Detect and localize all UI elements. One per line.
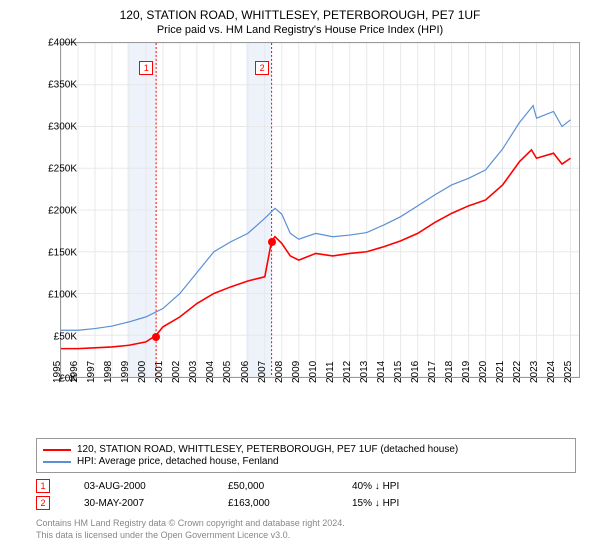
marker-row: 1 03-AUG-2000 £50,000 40% ↓ HPI	[36, 479, 576, 493]
marker-delta: 15% ↓ HPI	[352, 498, 442, 509]
legend-item: HPI: Average price, detached house, Fenl…	[43, 456, 569, 467]
x-axis-tick: 2015	[393, 361, 404, 383]
x-axis-tick: 2022	[512, 361, 523, 383]
x-axis-tick: 2019	[461, 361, 472, 383]
x-axis-tick: 2004	[205, 361, 216, 383]
x-axis-tick: 2013	[359, 361, 370, 383]
x-axis-tick: 2014	[376, 361, 387, 383]
x-axis-tick: 2003	[188, 361, 199, 383]
marker-date: 30-MAY-2007	[84, 498, 194, 509]
chart-subtitle: Price paid vs. HM Land Registry's House …	[0, 22, 600, 42]
legend-swatch	[43, 461, 71, 463]
y-axis-tick: £100K	[25, 290, 77, 301]
marker-row: 2 30-MAY-2007 £163,000 15% ↓ HPI	[36, 496, 576, 510]
x-axis-tick: 2017	[427, 361, 438, 383]
y-axis-tick: £50K	[25, 332, 77, 343]
x-axis-tick: 2001	[154, 361, 165, 383]
chart-title: 120, STATION ROAD, WHITTLESEY, PETERBORO…	[0, 0, 600, 22]
x-axis-tick: 2023	[529, 361, 540, 383]
x-axis-tick: 2006	[240, 361, 251, 383]
footer: Contains HM Land Registry data © Crown c…	[36, 518, 576, 541]
y-axis-tick: £150K	[25, 248, 77, 259]
marker-badge: 1	[36, 479, 50, 493]
marker-badge: 2	[36, 496, 50, 510]
chart-marker-badge: 1	[139, 61, 153, 75]
footer-line: Contains HM Land Registry data © Crown c…	[36, 518, 576, 530]
series-point-marker	[268, 238, 276, 246]
legend-swatch	[43, 449, 71, 451]
x-axis-tick: 2010	[308, 361, 319, 383]
marker-price: £50,000	[228, 481, 318, 492]
plot-svg	[61, 43, 579, 377]
x-axis-tick: 2008	[274, 361, 285, 383]
x-axis-tick: 2016	[410, 361, 421, 383]
x-axis-tick: 2011	[325, 361, 336, 383]
x-axis-tick: 1995	[52, 361, 63, 383]
chart-container: 120, STATION ROAD, WHITTLESEY, PETERBORO…	[0, 0, 600, 560]
footer-line: This data is licensed under the Open Gov…	[36, 530, 576, 542]
x-axis-tick: 1998	[103, 361, 114, 383]
y-axis-tick: £350K	[25, 80, 77, 91]
x-axis-tick: 2002	[171, 361, 182, 383]
x-axis-tick: 2012	[342, 361, 353, 383]
legend-label: 120, STATION ROAD, WHITTLESEY, PETERBORO…	[77, 444, 458, 455]
marker-date: 03-AUG-2000	[84, 481, 194, 492]
y-axis-tick: £300K	[25, 122, 77, 133]
x-axis-tick: 2025	[563, 361, 574, 383]
chart-area: 12£0K£50K£100K£150K£200K£250K£300K£350K£…	[36, 42, 596, 402]
marker-delta: 40% ↓ HPI	[352, 481, 442, 492]
x-axis-tick: 2009	[291, 361, 302, 383]
x-axis-tick: 1996	[69, 361, 80, 383]
chart-marker-badge: 2	[255, 61, 269, 75]
x-axis-tick: 2000	[137, 361, 148, 383]
legend: 120, STATION ROAD, WHITTLESEY, PETERBORO…	[36, 438, 576, 473]
x-axis-tick: 1999	[120, 361, 131, 383]
x-axis-tick: 2005	[222, 361, 233, 383]
series-point-marker	[152, 333, 160, 341]
marker-price: £163,000	[228, 498, 318, 509]
plot-area: 12£0K£50K£100K£150K£200K£250K£300K£350K£…	[60, 42, 580, 378]
y-axis-tick: £200K	[25, 206, 77, 217]
y-axis-tick: £250K	[25, 164, 77, 175]
x-axis-tick: 2021	[495, 361, 506, 383]
x-axis-tick: 2007	[257, 361, 268, 383]
marker-table: 1 03-AUG-2000 £50,000 40% ↓ HPI 2 30-MAY…	[36, 479, 576, 510]
x-axis-tick: 2018	[444, 361, 455, 383]
x-axis-tick: 1997	[86, 361, 97, 383]
x-axis-tick: 2020	[478, 361, 489, 383]
legend-label: HPI: Average price, detached house, Fenl…	[77, 456, 279, 467]
x-axis-tick: 2024	[546, 361, 557, 383]
legend-item: 120, STATION ROAD, WHITTLESEY, PETERBORO…	[43, 444, 569, 455]
y-axis-tick: £400K	[25, 38, 77, 49]
